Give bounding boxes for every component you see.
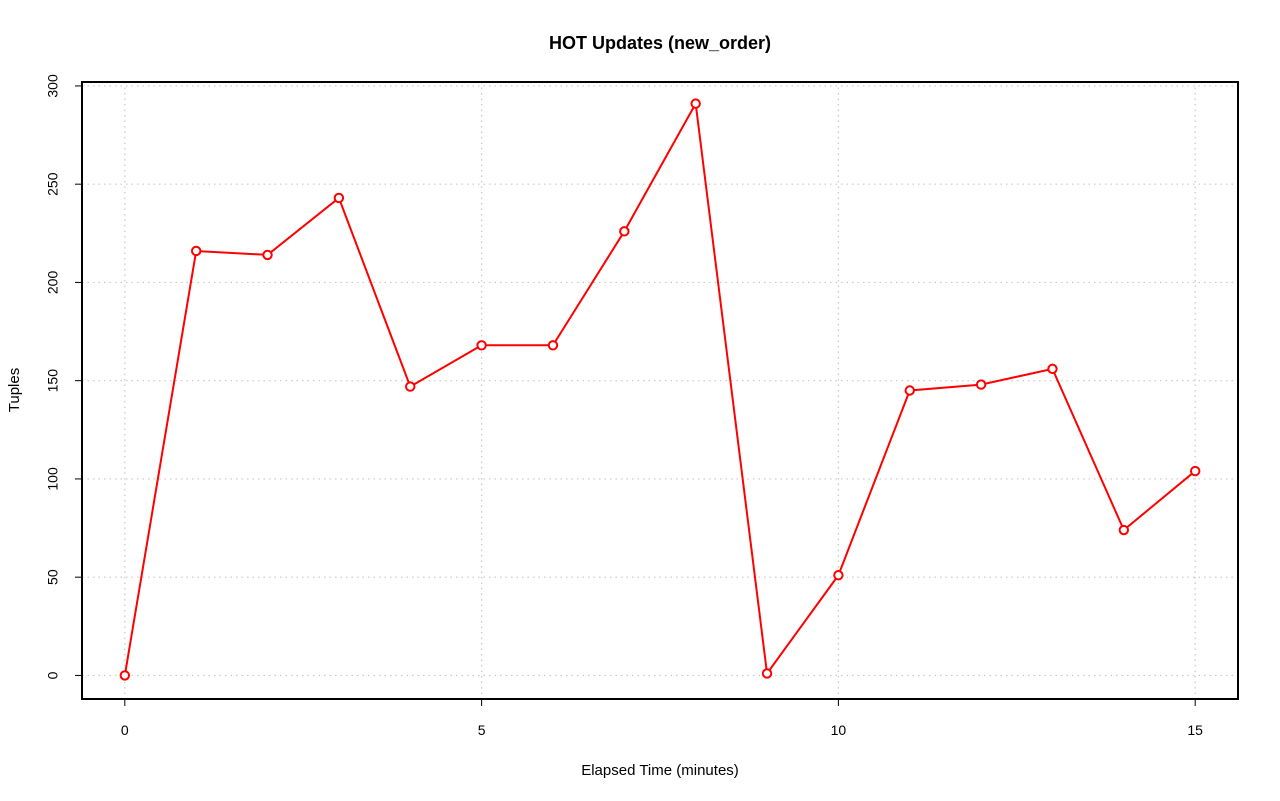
series-line	[119, 98, 1201, 681]
data-point	[405, 381, 416, 392]
y-tick-label: 300	[45, 74, 61, 98]
data-point	[833, 570, 844, 581]
data-point	[333, 192, 345, 204]
grid-lines	[82, 82, 1238, 699]
data-point	[1047, 363, 1058, 375]
x-tick-label: 15	[1187, 722, 1203, 738]
series-line-0	[123, 100, 1196, 677]
x-tick-label: 5	[478, 722, 486, 738]
y-tick-label: 0	[45, 671, 61, 679]
y-axis-label: Tuples	[6, 368, 23, 412]
y-tick-label: 50	[45, 569, 61, 585]
y-tick-label: 150	[45, 369, 61, 393]
data-point	[1189, 465, 1201, 477]
data-point	[619, 226, 630, 237]
data-point	[690, 98, 701, 109]
data-point	[190, 245, 202, 257]
data-point	[476, 340, 487, 351]
data-point	[119, 670, 131, 681]
chart-title: HOT Updates (new_order)	[549, 33, 771, 53]
x-tick-label: 0	[121, 722, 129, 738]
data-point	[262, 249, 273, 261]
y-tick-label: 200	[45, 271, 61, 295]
data-point	[547, 340, 559, 351]
x-axis-label: Elapsed Time (minutes)	[581, 762, 739, 779]
y-tick-label: 250	[45, 172, 61, 196]
data-point	[904, 385, 915, 396]
x-tick-label: 10	[831, 722, 847, 738]
plot-frame	[81, 81, 1239, 700]
data-point	[1118, 524, 1130, 536]
data-point	[761, 668, 773, 679]
y-tick-label: 100	[45, 467, 61, 491]
data-point	[975, 379, 987, 390]
